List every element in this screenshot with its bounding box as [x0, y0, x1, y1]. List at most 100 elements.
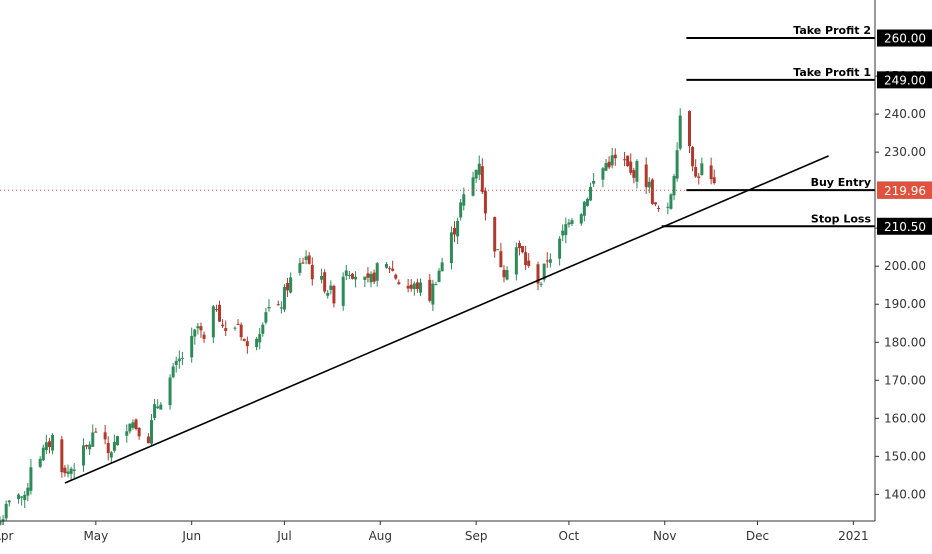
- candle-body: [137, 427, 141, 437]
- take-profit-1-price-tag-label: 249.00: [884, 73, 926, 87]
- candle-body: [44, 442, 48, 451]
- candle-body: [678, 115, 682, 149]
- candle-body: [499, 251, 503, 268]
- candle-body: [687, 111, 691, 147]
- candle-body: [548, 259, 552, 263]
- candle-body: [245, 341, 249, 347]
- candle-body: [653, 202, 657, 205]
- candle-body: [199, 326, 203, 331]
- candle-body: [626, 155, 630, 167]
- candle-body: [545, 260, 549, 262]
- candle-body: [103, 432, 107, 440]
- stop-loss-label: Stop Loss: [811, 212, 872, 225]
- candle-body: [106, 442, 110, 454]
- candle-body: [354, 276, 358, 280]
- candle-body: [459, 202, 463, 218]
- candle-body: [279, 307, 283, 309]
- candle-body: [282, 287, 286, 310]
- candle-body: [267, 307, 271, 309]
- candle-body: [264, 312, 268, 323]
- candle-body: [304, 256, 308, 260]
- time-tick-label: Jun: [181, 529, 201, 543]
- price-tick-label: 180.00: [884, 335, 926, 349]
- candle-body: [23, 494, 27, 501]
- candle-body: [168, 377, 172, 406]
- candle-body: [388, 268, 392, 270]
- candle-body: [561, 230, 565, 236]
- time-tick-label: Oct: [559, 529, 580, 543]
- candle-body: [564, 224, 568, 236]
- time-tick-label: Jul: [276, 529, 291, 543]
- candle-body: [657, 207, 661, 209]
- candle-body: [88, 444, 92, 450]
- stop-loss-price-tag-label: 210.50: [884, 220, 926, 234]
- candle-body: [453, 227, 457, 235]
- candle-body: [156, 406, 160, 409]
- candle-body: [153, 404, 157, 419]
- candle-body: [242, 338, 246, 341]
- candle-body: [709, 165, 713, 180]
- candle-body: [669, 194, 673, 209]
- candle-body: [567, 222, 571, 225]
- candle-body: [94, 431, 98, 433]
- time-tick-label: May: [83, 529, 108, 543]
- price-tick-label: 150.00: [884, 449, 926, 463]
- candle-body: [233, 327, 237, 329]
- candle-body: [539, 283, 543, 285]
- candle-body: [214, 309, 218, 311]
- candle-body: [286, 283, 290, 291]
- candle-body: [558, 238, 562, 259]
- candle-body: [341, 276, 345, 306]
- candle-body: [332, 285, 336, 304]
- take-profit-1-label: Take Profit 1: [793, 66, 871, 79]
- candle-body: [171, 366, 175, 378]
- candle-body: [632, 170, 636, 178]
- last-price-tag: [877, 181, 932, 199]
- candle-body: [289, 277, 293, 293]
- candle-body: [66, 471, 70, 474]
- price-tick-label: 240.00: [884, 107, 926, 121]
- candle-body: [134, 419, 138, 430]
- stop-loss-price-tag: [877, 217, 932, 235]
- candle-body: [4, 503, 8, 519]
- price-tick-label: 160.00: [884, 411, 926, 425]
- candle-body: [196, 326, 200, 329]
- candle-body: [180, 357, 184, 359]
- candle-body: [542, 263, 546, 280]
- candle-body: [221, 324, 225, 327]
- candle-body: [613, 154, 617, 159]
- candle-body: [276, 304, 280, 306]
- candle-body: [635, 160, 639, 182]
- candle-body: [697, 176, 701, 178]
- price-tick-label: 170.00: [884, 373, 926, 387]
- price-tick-label: 190.00: [884, 297, 926, 311]
- candle-body: [326, 292, 330, 296]
- time-tick-label: Nov: [653, 529, 676, 543]
- candle-body: [0, 521, 2, 525]
- candle-body: [202, 334, 206, 339]
- buy-entry-label: Buy Entry: [811, 176, 871, 189]
- candle-body: [694, 166, 698, 177]
- candle-body: [307, 255, 311, 264]
- candle-body: [224, 328, 228, 332]
- candle-body: [85, 444, 89, 447]
- candle-body: [323, 272, 327, 292]
- candle-body: [505, 270, 509, 280]
- candle-body: [394, 274, 398, 279]
- candle-body: [69, 468, 73, 474]
- candle-body: [629, 161, 633, 173]
- candle-body: [406, 285, 410, 289]
- candle-body: [579, 214, 583, 224]
- candle-body: [255, 338, 259, 348]
- candle-body: [496, 249, 500, 251]
- candle-body: [211, 306, 215, 338]
- candle-body: [239, 324, 243, 338]
- trendline: [64, 155, 829, 484]
- candle-body: [47, 441, 51, 448]
- candle-body: [375, 263, 379, 281]
- candle-body: [128, 423, 132, 432]
- candle-body: [601, 168, 605, 180]
- candle-body: [462, 194, 466, 206]
